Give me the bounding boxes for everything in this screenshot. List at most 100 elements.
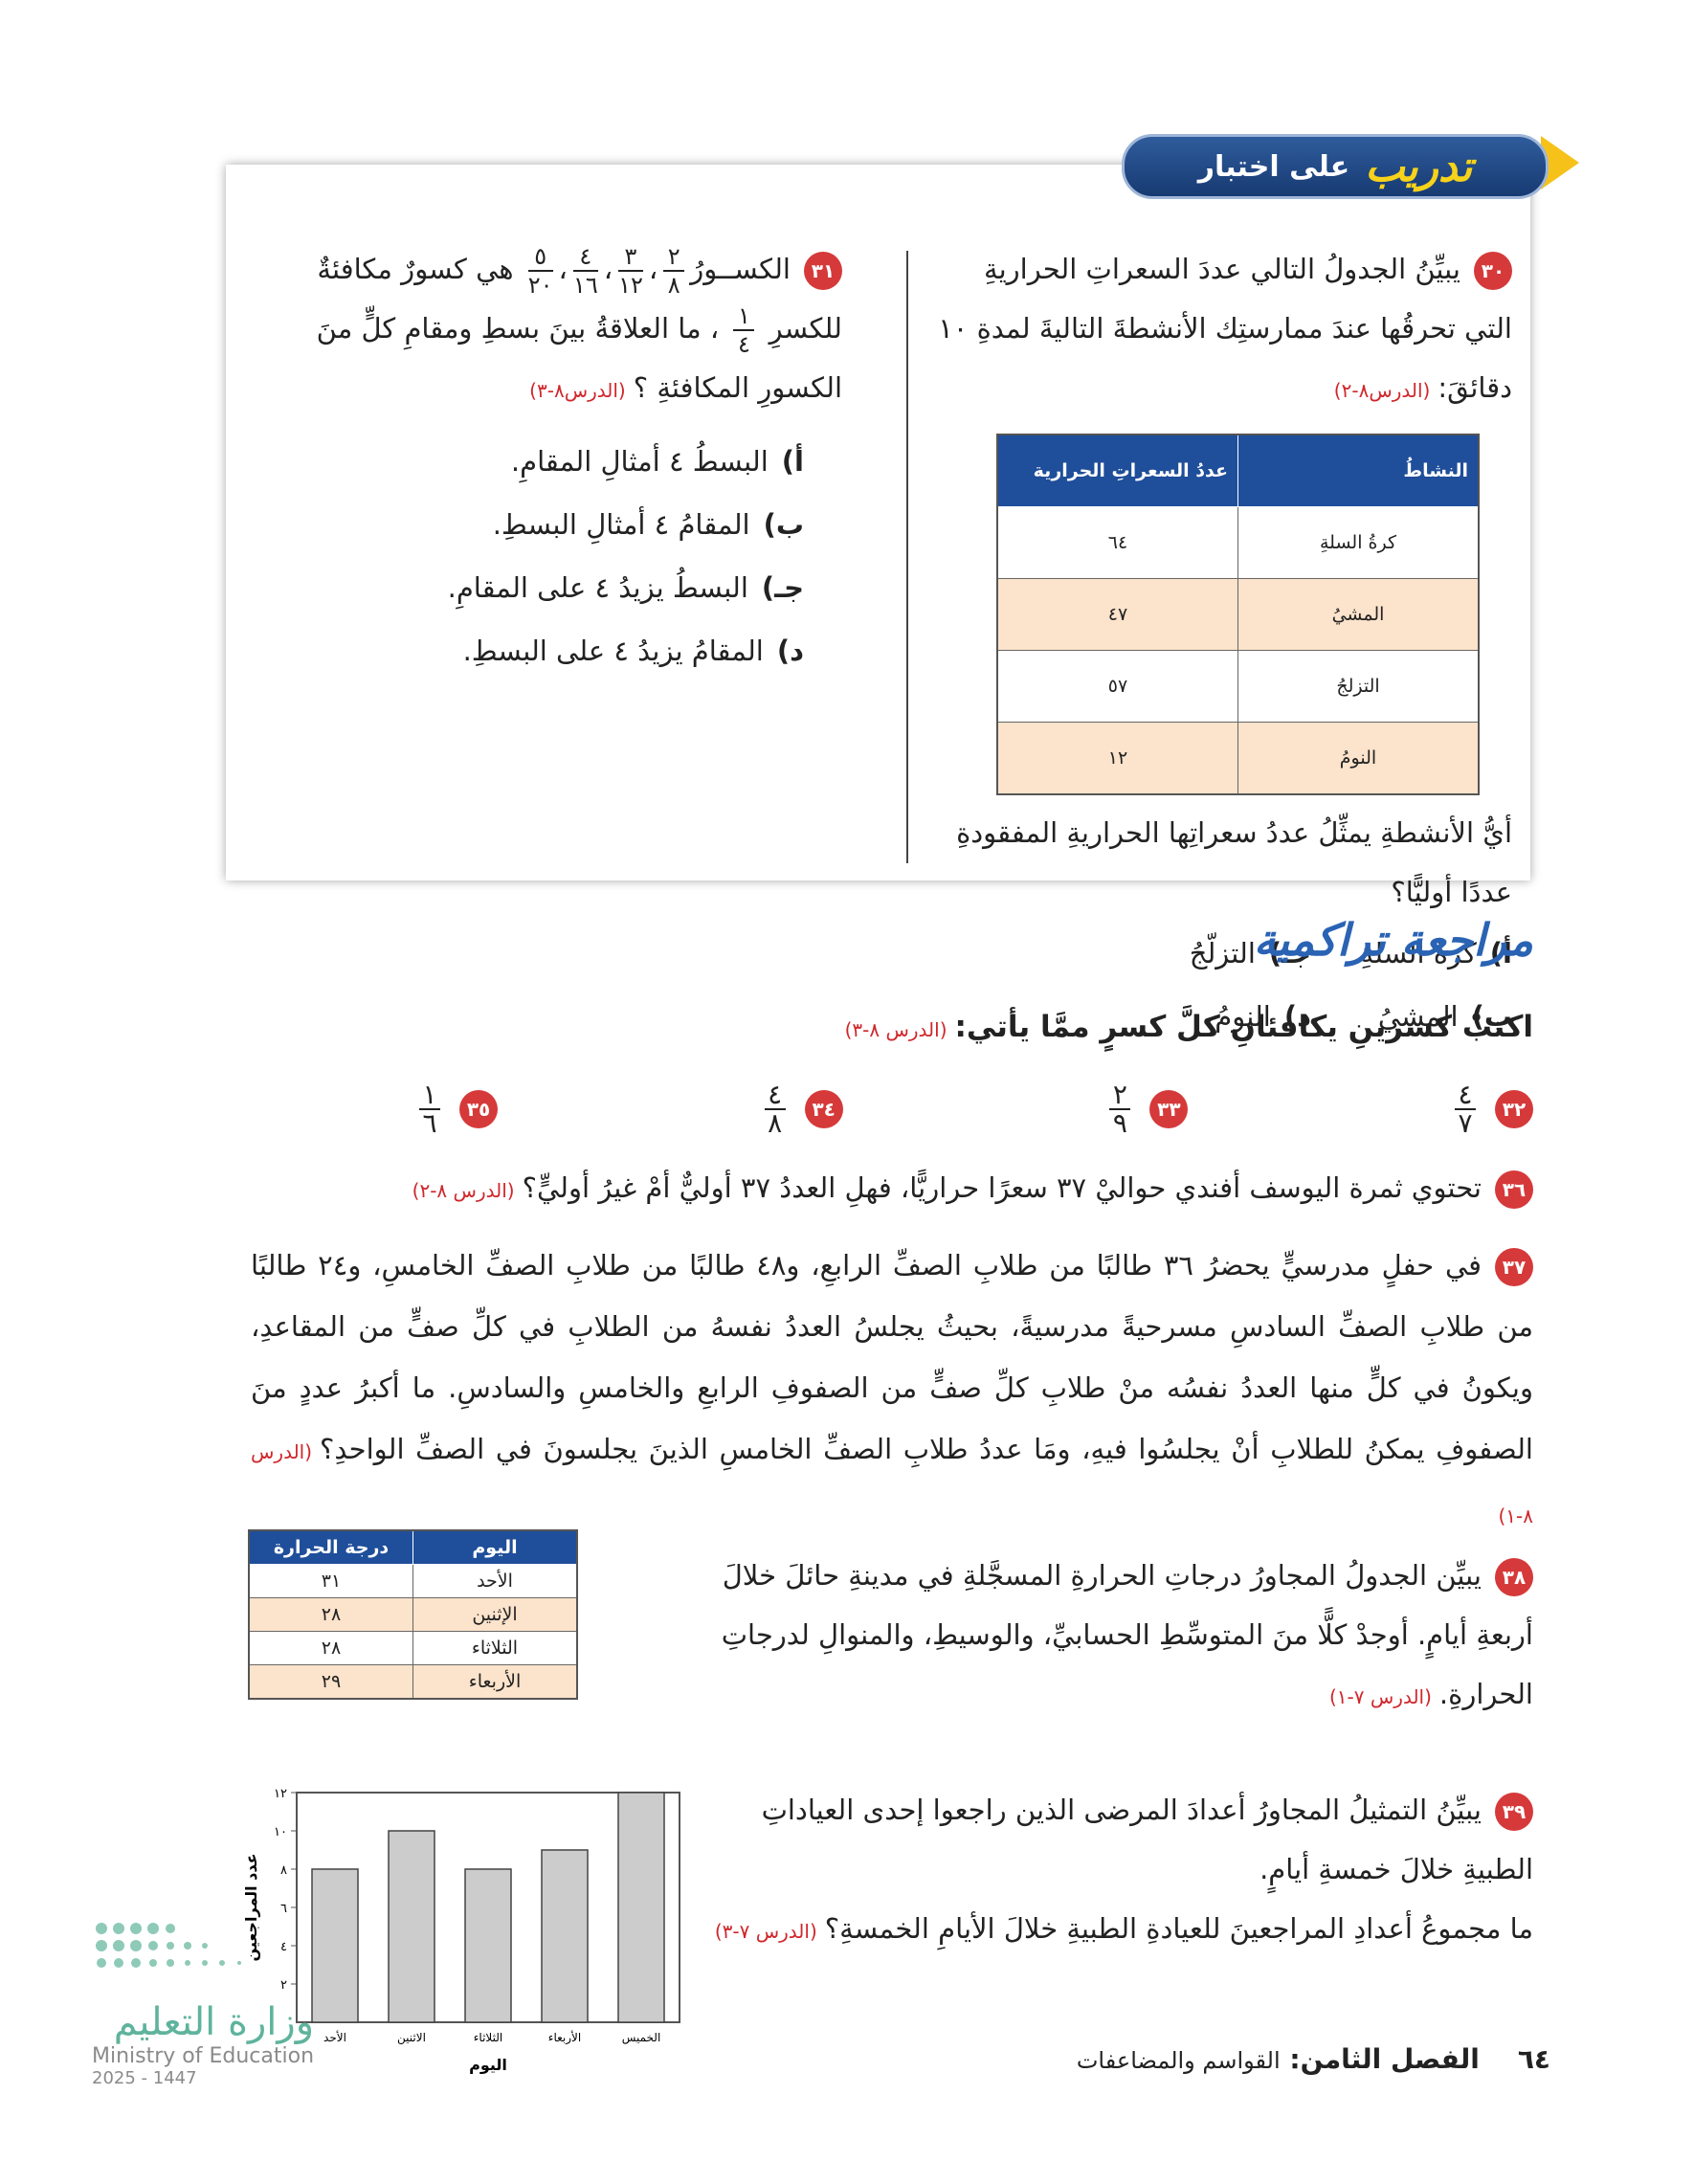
table-cell: ٢٨ <box>248 1597 413 1632</box>
question-37: ٣٧في حفلٍ مدرسيٍّ يحضرُ ٣٦ طالبًا من طلا… <box>251 1235 1534 1547</box>
fraction-bar <box>1109 1108 1131 1110</box>
question-text: يبيِّن الجدولُ المجاورُ درجاتِ الحرارةِ … <box>721 1559 1533 1710</box>
question-number: ٣٠ <box>1474 252 1512 290</box>
numerator: ٤ <box>579 243 592 270</box>
data-table: النشاطُ عددُ السعراتِ الحرارية كرةُ السلةِ… <box>996 434 1480 795</box>
x-tick-label: الأحد <box>323 2030 346 2044</box>
bar-chart: ٢ ٤ ٦ ٨ ١٠ ١٢ الأحد الاثنين الثلاثاء الأربعاء الخم… <box>242 1787 680 2074</box>
option-letter: أ) <box>781 445 804 478</box>
exercise-item: ٣٢ ٤ ٧ <box>1449 1081 1533 1137</box>
banner-subtitle: على اختبار <box>1197 149 1350 184</box>
logo-arabic: وزارة التعليم <box>113 2000 315 2044</box>
question-38: ٣٨يبيِّن الجدولُ المجاورُ درجاتِ الحرارة… <box>672 1546 1533 1727</box>
denominator: ٢٠ <box>527 272 553 299</box>
logo-english: Ministry of Education <box>92 2044 315 2068</box>
option-text: المشيُ <box>1377 1000 1459 1033</box>
numerator: ٢ <box>667 243 680 270</box>
option-text: التزلّجُ <box>1189 937 1256 969</box>
bar <box>464 1868 512 2023</box>
question-text: يبيِّنُ الجدولُ التالي عددَ السعراتِ الح… <box>938 253 1512 404</box>
denominator: ٦ <box>422 1107 437 1139</box>
logo-graphic <box>96 1923 241 1968</box>
header-row: النشاطُ عددُ السعراتِ الحرارية <box>996 434 1480 507</box>
fraction: ٥ ٢٠ <box>527 243 553 299</box>
table-cell: ٥٧ <box>996 650 1238 723</box>
header-cell: اليوم <box>412 1529 578 1565</box>
numerator: ١ <box>738 302 750 329</box>
x-tick-label: الثلاثاء <box>474 2031 502 2044</box>
numerator: ٤ <box>768 1079 783 1110</box>
fraction: ٤ ١٦ <box>572 243 598 299</box>
denominator: ٤ <box>738 331 750 358</box>
header-row: اليوم درجة الحرارة <box>248 1529 578 1565</box>
table-cell: ٦٤ <box>996 506 1238 579</box>
lesson-ref: (الدرس٨-٢) <box>1333 379 1431 402</box>
question-number: ٣١ <box>804 252 842 290</box>
y-axis-label: عدد المراجعين <box>242 1853 260 1961</box>
bar <box>311 1868 359 2023</box>
option: أ) البسطُ ٤ أمثالِ المقامِ. <box>268 430 804 493</box>
table-row: الأحد ٣١ <box>248 1564 578 1598</box>
bar <box>617 1792 665 2023</box>
option-letter: أ) <box>1489 937 1512 969</box>
exercise-item: ٣٤ ٤ ٨ <box>759 1081 843 1137</box>
question-text: في حفلٍ مدرسيٍّ يحضرُ ٣٦ طالبًا من طلابِ… <box>251 1249 1533 1465</box>
table-cell: المشيُ <box>1237 578 1480 651</box>
instruction-text: اكتبْ كسرينِ يكافئانِ كلَّ كسرٍ ممَّا يأ… <box>954 1010 1534 1044</box>
question-text: هي كسورٌ مكافئةٌ للكسرِ <box>317 253 842 345</box>
denominator: ٩ <box>1112 1107 1127 1139</box>
separator: ، <box>648 253 658 285</box>
table-cell: كرةُ السلةِ <box>1237 506 1480 579</box>
lesson-ref: (الدرس ٧-١) <box>1328 1685 1432 1708</box>
table-row: الأربعاء ٢٩ <box>248 1664 578 1700</box>
table-cell: الثلاثاء <box>412 1631 578 1665</box>
logo: وزارة التعليم Ministry of Education 2025… <box>92 2000 314 2088</box>
option-text: كرةُ السلةِ <box>1359 937 1477 969</box>
table-holder: اليوم درجة الحرارة الأحد ٣١ الإثنين ٢٨ الثلاثا… <box>248 1529 578 1700</box>
denominator: ١٦ <box>572 272 598 299</box>
x-tick-label: الأربعاء <box>548 2030 581 2045</box>
numerator: ٤ <box>1458 1079 1473 1110</box>
option-letter: ب) <box>1471 1000 1512 1033</box>
table-row: النومُ ١٢ <box>996 722 1480 795</box>
question-31: ٣١الكســورُ ٢ ٨ ، ٣ ١٢ ، ٤ ١٦ ، ٥ ٢٠ هي كسورٌ مكافئ… <box>268 239 842 682</box>
separator: ، <box>558 253 568 285</box>
instruction: اكتبْ كسرينِ يكافئانِ كلَّ كسرٍ ممَّا يأ… <box>251 1010 1533 1044</box>
option-letter: ب) <box>763 508 804 541</box>
option: جـ) التزلّجُ <box>1110 922 1311 985</box>
numerator: ٢ <box>1112 1079 1127 1110</box>
question-number: ٣٧ <box>1495 1248 1534 1286</box>
fraction: ٣ ١٢ <box>618 243 643 299</box>
exercise-item: ٣٥ ١ ٦ <box>413 1081 499 1139</box>
table-cell: الأربعاء <box>412 1664 578 1700</box>
y-tick-label: ٦ <box>280 1902 287 1916</box>
option-letter: جـ) <box>1268 937 1311 969</box>
table-cell: ٤٧ <box>996 578 1238 651</box>
question-30: ٣٠يبيِّنُ الجدولُ التالي عددَ السعراتِ ا… <box>928 239 1512 1048</box>
question-text: ، ما العلاقةُ بينَ بسطِ ومقامِ كلٍّ منَ … <box>316 312 842 404</box>
page-number: ٦٤ <box>1517 2043 1550 2075</box>
y-tick-label: ٢ <box>280 1978 287 1993</box>
options: أ) كرةُ السلةِ جـ) التزلّجُ ب) المشيُ د) النومُ <box>928 922 1512 1048</box>
chapter-label: الفصل الثامن: <box>1289 2043 1480 2075</box>
dots <box>96 1923 241 1968</box>
options: أ) البسطُ ٤ أمثالِ المقامِ. ب) المقامُ ٤ أم… <box>268 430 804 682</box>
table-cell: ١٢ <box>996 722 1238 795</box>
question-number: ٣٨ <box>1495 1558 1533 1596</box>
table-cell: التزلجُ <box>1237 650 1480 723</box>
table-cell: ٢٨ <box>248 1631 413 1665</box>
fraction-bar <box>764 1108 786 1110</box>
bar <box>388 1830 435 2023</box>
prompt-text: ما مجموعُ أعدادِ المراجعينَ للعيادةِ الط… <box>824 1912 1533 1945</box>
question-number: ٣٩ <box>1495 1793 1533 1831</box>
fraction-bar <box>663 270 685 272</box>
option: د) المقامُ يزيدُ ٤ على البسطِ. <box>268 619 804 682</box>
question-intro: الكســورُ <box>690 253 791 285</box>
option-text: المقامُ ٤ أمثالِ البسطِ. <box>492 508 750 541</box>
question-39: ٣٩يبيِّنُ التمثيلُ المجاورُ أعدادَ المرض… <box>710 1780 1533 1961</box>
